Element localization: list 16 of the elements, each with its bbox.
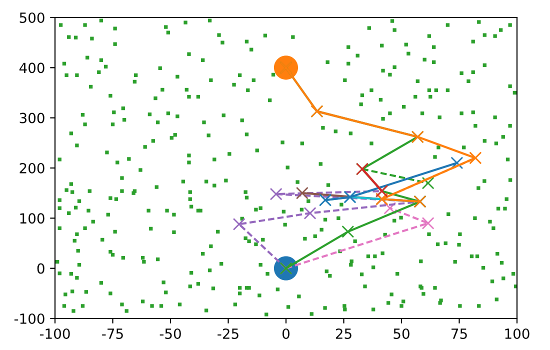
- y-tick-label: 200: [20, 162, 44, 174]
- x-tick-label: 25: [336, 328, 352, 339]
- x-tick-label: 50: [394, 328, 410, 339]
- x-tick-label: 75: [452, 328, 467, 339]
- x-tick-label: 100: [505, 328, 530, 339]
- y-tick-label: -100: [14, 313, 44, 324]
- x-tick-label: -25: [218, 328, 238, 339]
- y-tick-label: 500: [20, 12, 44, 23]
- x-tick-label: 0: [282, 328, 290, 339]
- x-tick-label: -75: [102, 328, 123, 339]
- y-tick-label: 0: [37, 263, 44, 274]
- y-tick-label: 300: [20, 112, 44, 124]
- x-tick-label: -50: [160, 328, 181, 339]
- y-tick-label: 400: [19, 62, 44, 74]
- y-tick-label: 100: [20, 213, 44, 224]
- x-tick-label: -100: [40, 328, 70, 339]
